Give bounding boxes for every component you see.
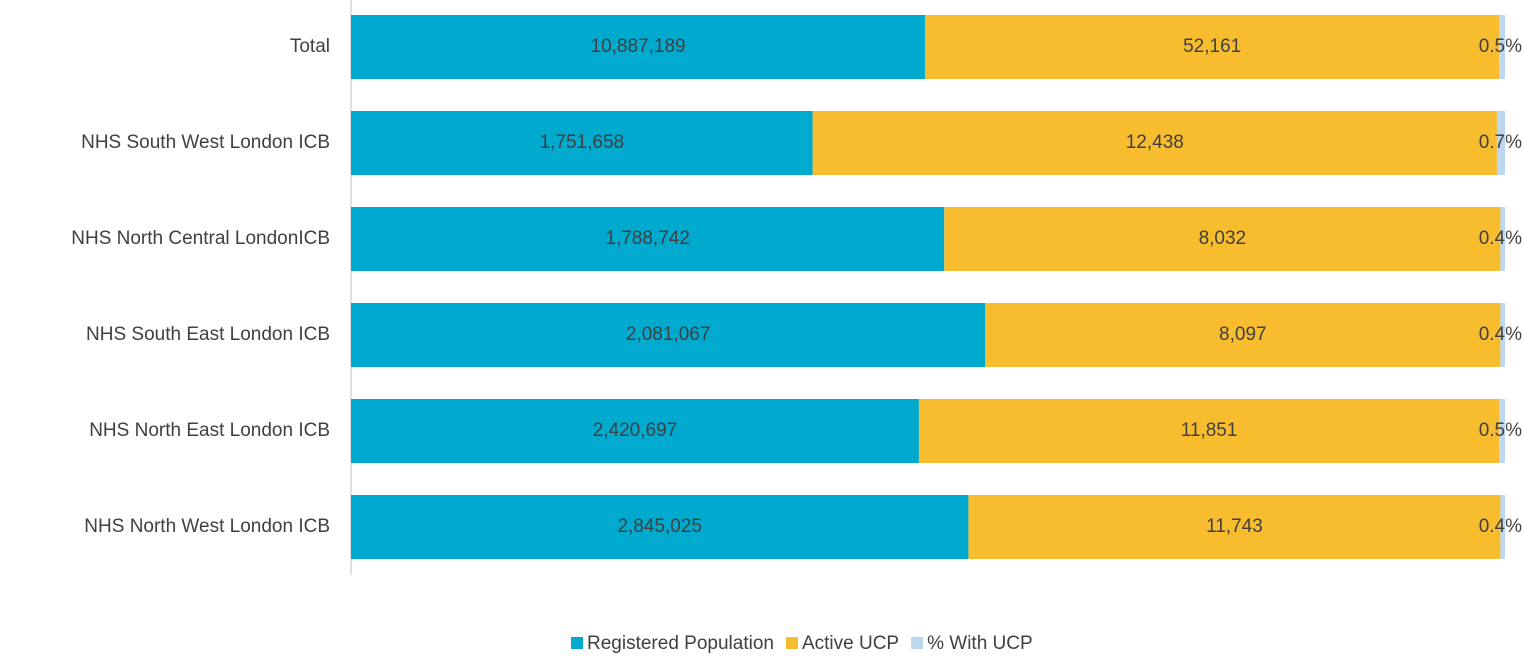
bar-segment — [925, 15, 1500, 79]
bar-segment — [351, 15, 926, 79]
data-label: 11,851 — [1181, 420, 1238, 441]
legend-swatch — [785, 637, 798, 649]
data-label: 0.4% — [1479, 228, 1522, 249]
legend-label: % With UCP — [927, 633, 1033, 654]
legend-swatch — [911, 637, 924, 649]
bar-segment — [968, 495, 1501, 559]
bar-segment — [812, 111, 1497, 175]
bar-segment — [1496, 111, 1505, 175]
data-label: 2,420,697 — [593, 420, 678, 441]
data-label: 0.4% — [1479, 516, 1522, 537]
data-label: 2,845,025 — [617, 516, 702, 537]
legend-label: Registered Population — [587, 633, 774, 654]
bar-segment — [1499, 15, 1505, 79]
data-label: 10,887,189 — [591, 36, 686, 57]
category-label: Total — [290, 36, 330, 57]
data-label: 2,081,067 — [626, 324, 711, 345]
data-label: 1,788,742 — [605, 228, 690, 249]
bar-segment — [351, 111, 813, 175]
bar-segment — [1500, 303, 1505, 367]
bar-segment — [918, 399, 1500, 463]
bar-segment — [351, 207, 945, 271]
data-label: 1,751,658 — [540, 132, 625, 153]
data-label: 0.5% — [1479, 420, 1522, 441]
category-label: NHS North Central LondonICB — [71, 228, 330, 249]
data-label: 12,438 — [1126, 132, 1184, 153]
bar-segment — [1499, 399, 1505, 463]
category-label: NHS North East London ICB — [89, 420, 330, 441]
category-label: NHS North West London ICB — [84, 516, 330, 537]
data-label: 11,743 — [1206, 516, 1263, 537]
bar-segment — [351, 399, 919, 463]
data-label: 52,161 — [1183, 36, 1241, 57]
bar-segment — [351, 495, 969, 559]
legend-swatch — [571, 637, 583, 649]
bar-segment — [351, 303, 986, 367]
bar-segment — [1500, 495, 1505, 559]
data-label: 8,097 — [1219, 324, 1267, 345]
bar-segment — [985, 303, 1501, 367]
bar-segment — [944, 207, 1501, 271]
category-label: NHS South East London ICB — [86, 324, 330, 345]
category-label: NHS South West London ICB — [81, 132, 330, 153]
data-label: 0.7% — [1479, 132, 1522, 153]
bar-segment — [1500, 207, 1505, 271]
data-label: 0.4% — [1479, 324, 1522, 345]
legend-label: Active UCP — [802, 633, 899, 654]
data-label: 8,032 — [1199, 228, 1247, 249]
data-label: 0.5% — [1479, 36, 1522, 57]
